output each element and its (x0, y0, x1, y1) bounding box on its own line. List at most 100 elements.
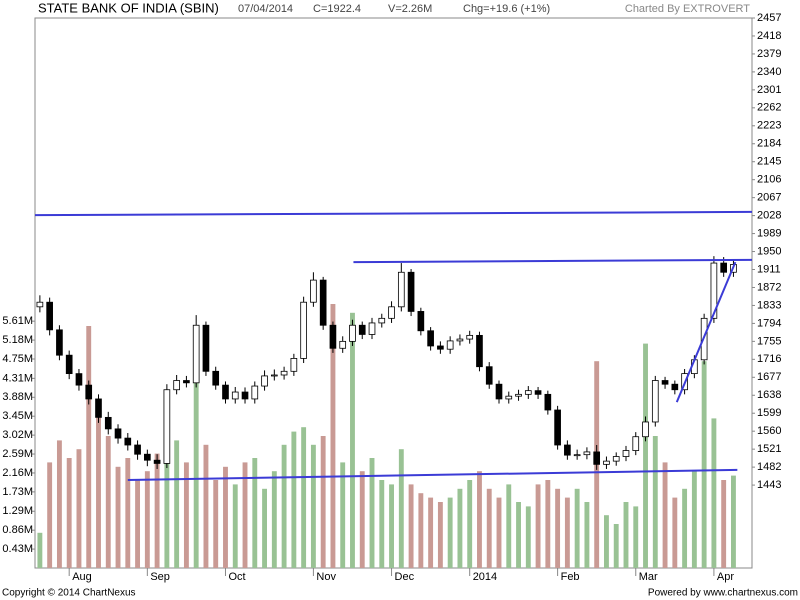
volume-bar (96, 409, 101, 568)
candle-body (46, 301, 53, 331)
candle-body (378, 317, 386, 324)
candle-body (710, 262, 718, 319)
date: 07/04/2014 (238, 3, 293, 15)
candle-body (349, 324, 356, 342)
candle-body (153, 459, 161, 464)
candle-body (212, 370, 220, 386)
candle-body (603, 460, 610, 465)
y-tick-label: 1872 (757, 281, 781, 293)
copyright: Copyright © 2014 ChartNexus (2, 588, 136, 599)
volume-bar (477, 471, 482, 568)
y-tick-label: 1521 (757, 443, 781, 455)
candle-body (134, 444, 141, 455)
candle-body (642, 421, 649, 438)
x-tick-label: Mar (639, 571, 658, 583)
y2-tick-label: 5.61M (2, 315, 33, 327)
volume-bar (643, 343, 648, 568)
trend-line (34, 210, 753, 217)
candle-body (56, 329, 63, 356)
candle-body (407, 271, 415, 312)
y-tick-label: 2262 (757, 102, 781, 114)
candle-body (485, 366, 493, 385)
volume-bar (223, 466, 228, 568)
credit: Charted By EXTROVERT (625, 3, 750, 15)
candle-body (329, 324, 337, 349)
volume-bar (613, 524, 619, 568)
candle-body (622, 450, 630, 457)
y-tick-label: 2457 (757, 12, 781, 24)
volume-bar (242, 462, 248, 568)
volume-bar (535, 484, 541, 568)
candle-body (241, 391, 249, 400)
volume-bar (574, 488, 580, 568)
volume-bar (330, 304, 336, 568)
candle-body (114, 428, 122, 439)
volume-bar (447, 497, 453, 568)
candle-body (554, 409, 561, 446)
volume-bar (232, 484, 238, 568)
candle-body (163, 389, 171, 464)
y2-tick-label: 0.86M (2, 524, 33, 536)
volume-bar (262, 488, 267, 568)
candle-body (339, 340, 347, 349)
candle-body (632, 436, 640, 451)
candle-body (300, 301, 307, 359)
y-tick-label: 2379 (757, 48, 781, 60)
volume-bar (506, 484, 512, 568)
volume-bar (301, 427, 307, 568)
y-tick-label: 1989 (757, 227, 781, 239)
close-text: C=1922.4 (313, 3, 361, 15)
y-tick-label: 2340 (757, 66, 781, 78)
y-tick-label: 1638 (757, 389, 781, 401)
candle-body (144, 453, 151, 461)
candle-body (183, 380, 190, 384)
volume-bar (281, 444, 287, 568)
candle-body (310, 279, 317, 303)
y-tick-label: 2106 (757, 174, 781, 186)
volume-bar (555, 488, 561, 568)
candle-body (358, 324, 366, 335)
y-tick-label: 1950 (757, 245, 781, 257)
candle-body (222, 384, 229, 400)
candle-body (251, 385, 259, 400)
volume-bar (76, 449, 82, 568)
volume-bar (203, 444, 209, 568)
candle-body (75, 373, 83, 386)
volume-bar (604, 515, 609, 568)
candle-body (612, 456, 620, 462)
y-tick-label: 1755 (757, 335, 781, 347)
volume-bar (682, 488, 688, 568)
candle-body (534, 390, 542, 395)
candle-body (104, 416, 112, 430)
candle-body (85, 384, 93, 400)
volume-bar (47, 462, 53, 568)
candle-body (515, 393, 522, 397)
volume-bar (56, 440, 62, 568)
volume-bar (174, 440, 180, 568)
candle-body (427, 330, 434, 347)
candle-body (495, 383, 503, 400)
volume-bar (633, 506, 639, 568)
candle-body (466, 334, 474, 340)
volume-bar (467, 480, 473, 568)
volume-bar (66, 458, 72, 568)
x-tick-label: Nov (316, 571, 336, 583)
candle-body (95, 398, 102, 418)
candle-body (36, 301, 44, 308)
volume-bar (672, 497, 678, 568)
candle-body (270, 374, 278, 377)
volume-bar (623, 502, 629, 568)
y-tick-label: 1482 (757, 461, 781, 473)
volume-bar (408, 484, 414, 568)
y2-tick-label: 4.75M (2, 353, 33, 365)
volume-bar (379, 480, 385, 568)
y2-tick-label: 1.73M (2, 486, 33, 498)
y2-tick-label: 3.88M (2, 391, 33, 403)
volume-bar (730, 475, 736, 568)
volume-bar (584, 502, 590, 568)
volume-bar (662, 462, 668, 568)
candle-body (651, 380, 659, 423)
y-tick-label: 1599 (757, 407, 781, 419)
volume-bar (711, 418, 717, 568)
volume-bar (359, 471, 365, 568)
